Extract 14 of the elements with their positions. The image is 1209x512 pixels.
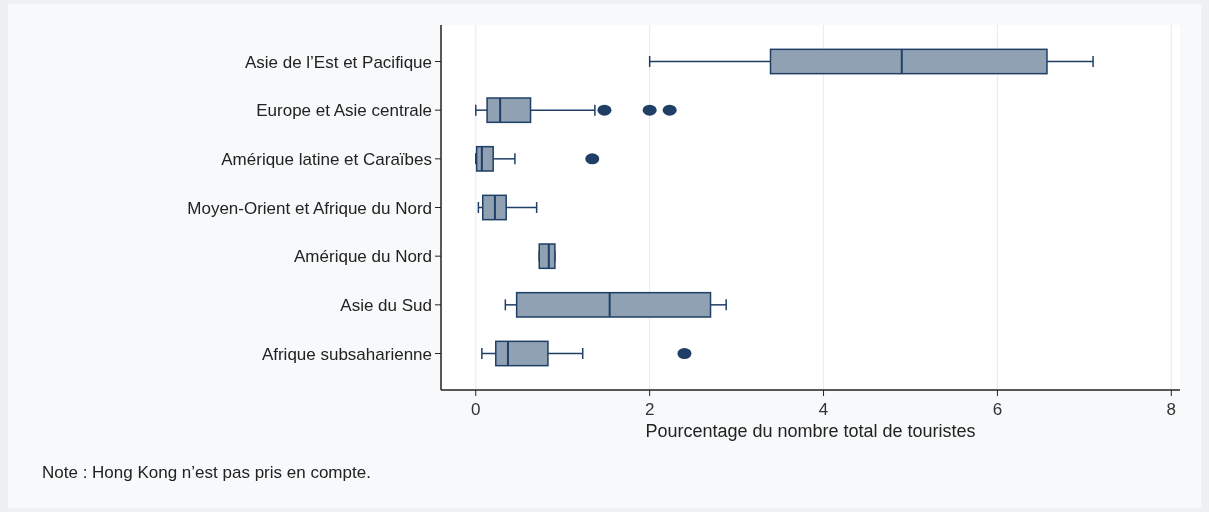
x-tick-label: 6 <box>992 400 1003 419</box>
y-tick-label: Afrique subsaharienne <box>261 344 432 364</box>
x-axis-title: Pourcentage du nombre total de touristes <box>645 421 976 441</box>
y-tick-label: Moyen-Orient et Afrique du Nord <box>187 198 432 218</box>
x-tick-label: 4 <box>818 400 829 419</box>
y-tick-label: Europe et Asie centrale <box>256 101 432 121</box>
y-tick-label: Amérique du Nord <box>294 247 432 267</box>
text: Note : Hong Kong n’est pas pris en compte. <box>42 463 371 482</box>
y-tick-label: Amérique latine et Caraïbes <box>221 149 432 169</box>
y-tick-label: Asie de l’Est et Pacifique <box>244 52 432 72</box>
y-tick-label: Asie du Sud <box>340 295 432 315</box>
x-tick-label: 0 <box>471 400 481 419</box>
x-tick-label: 2 <box>644 400 655 419</box>
x-tick-label: 8 <box>1166 400 1177 419</box>
